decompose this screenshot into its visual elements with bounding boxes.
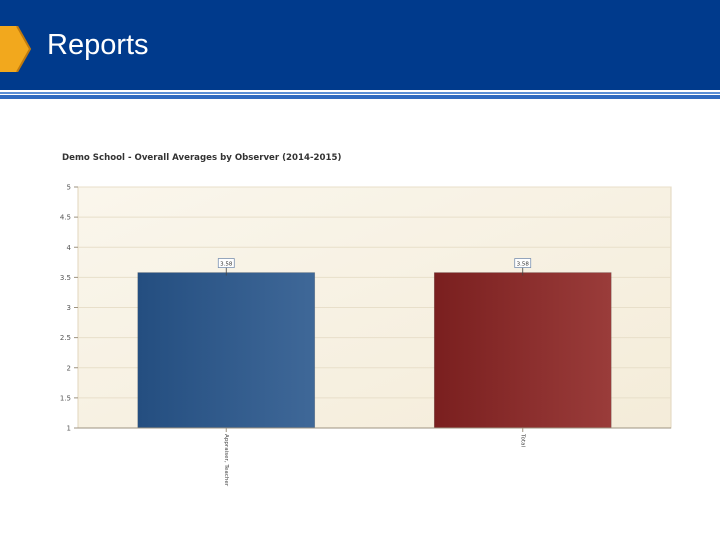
y-tick-label: 1.5: [60, 394, 71, 402]
y-tick-label: 2: [67, 364, 71, 372]
y-tick-label: 1: [67, 425, 71, 433]
y-tick-label: 4.5: [60, 214, 71, 222]
bar: [137, 272, 316, 429]
header-bar: Reports: [0, 0, 720, 90]
y-tick-label: 4: [67, 244, 72, 252]
chart-title: Demo School - Overall Averages by Observ…: [62, 153, 342, 163]
y-tick-label: 5: [67, 184, 71, 192]
y-tick-label: 3: [67, 304, 71, 312]
header-divider: [0, 92, 720, 99]
bar: [433, 272, 612, 429]
data-label: 3.58: [517, 261, 530, 267]
data-label: 3.58: [220, 261, 233, 267]
x-category-label: Total: [519, 433, 525, 448]
arrow-icon: [0, 26, 32, 72]
y-tick-label: 3.5: [60, 274, 71, 282]
y-tick-label: 2.5: [60, 334, 71, 342]
x-category-label: Appraiser, Teacher: [223, 434, 229, 487]
data-label-box: [514, 258, 532, 268]
page-title: Reports: [47, 29, 149, 61]
data-label-box: [217, 258, 235, 268]
